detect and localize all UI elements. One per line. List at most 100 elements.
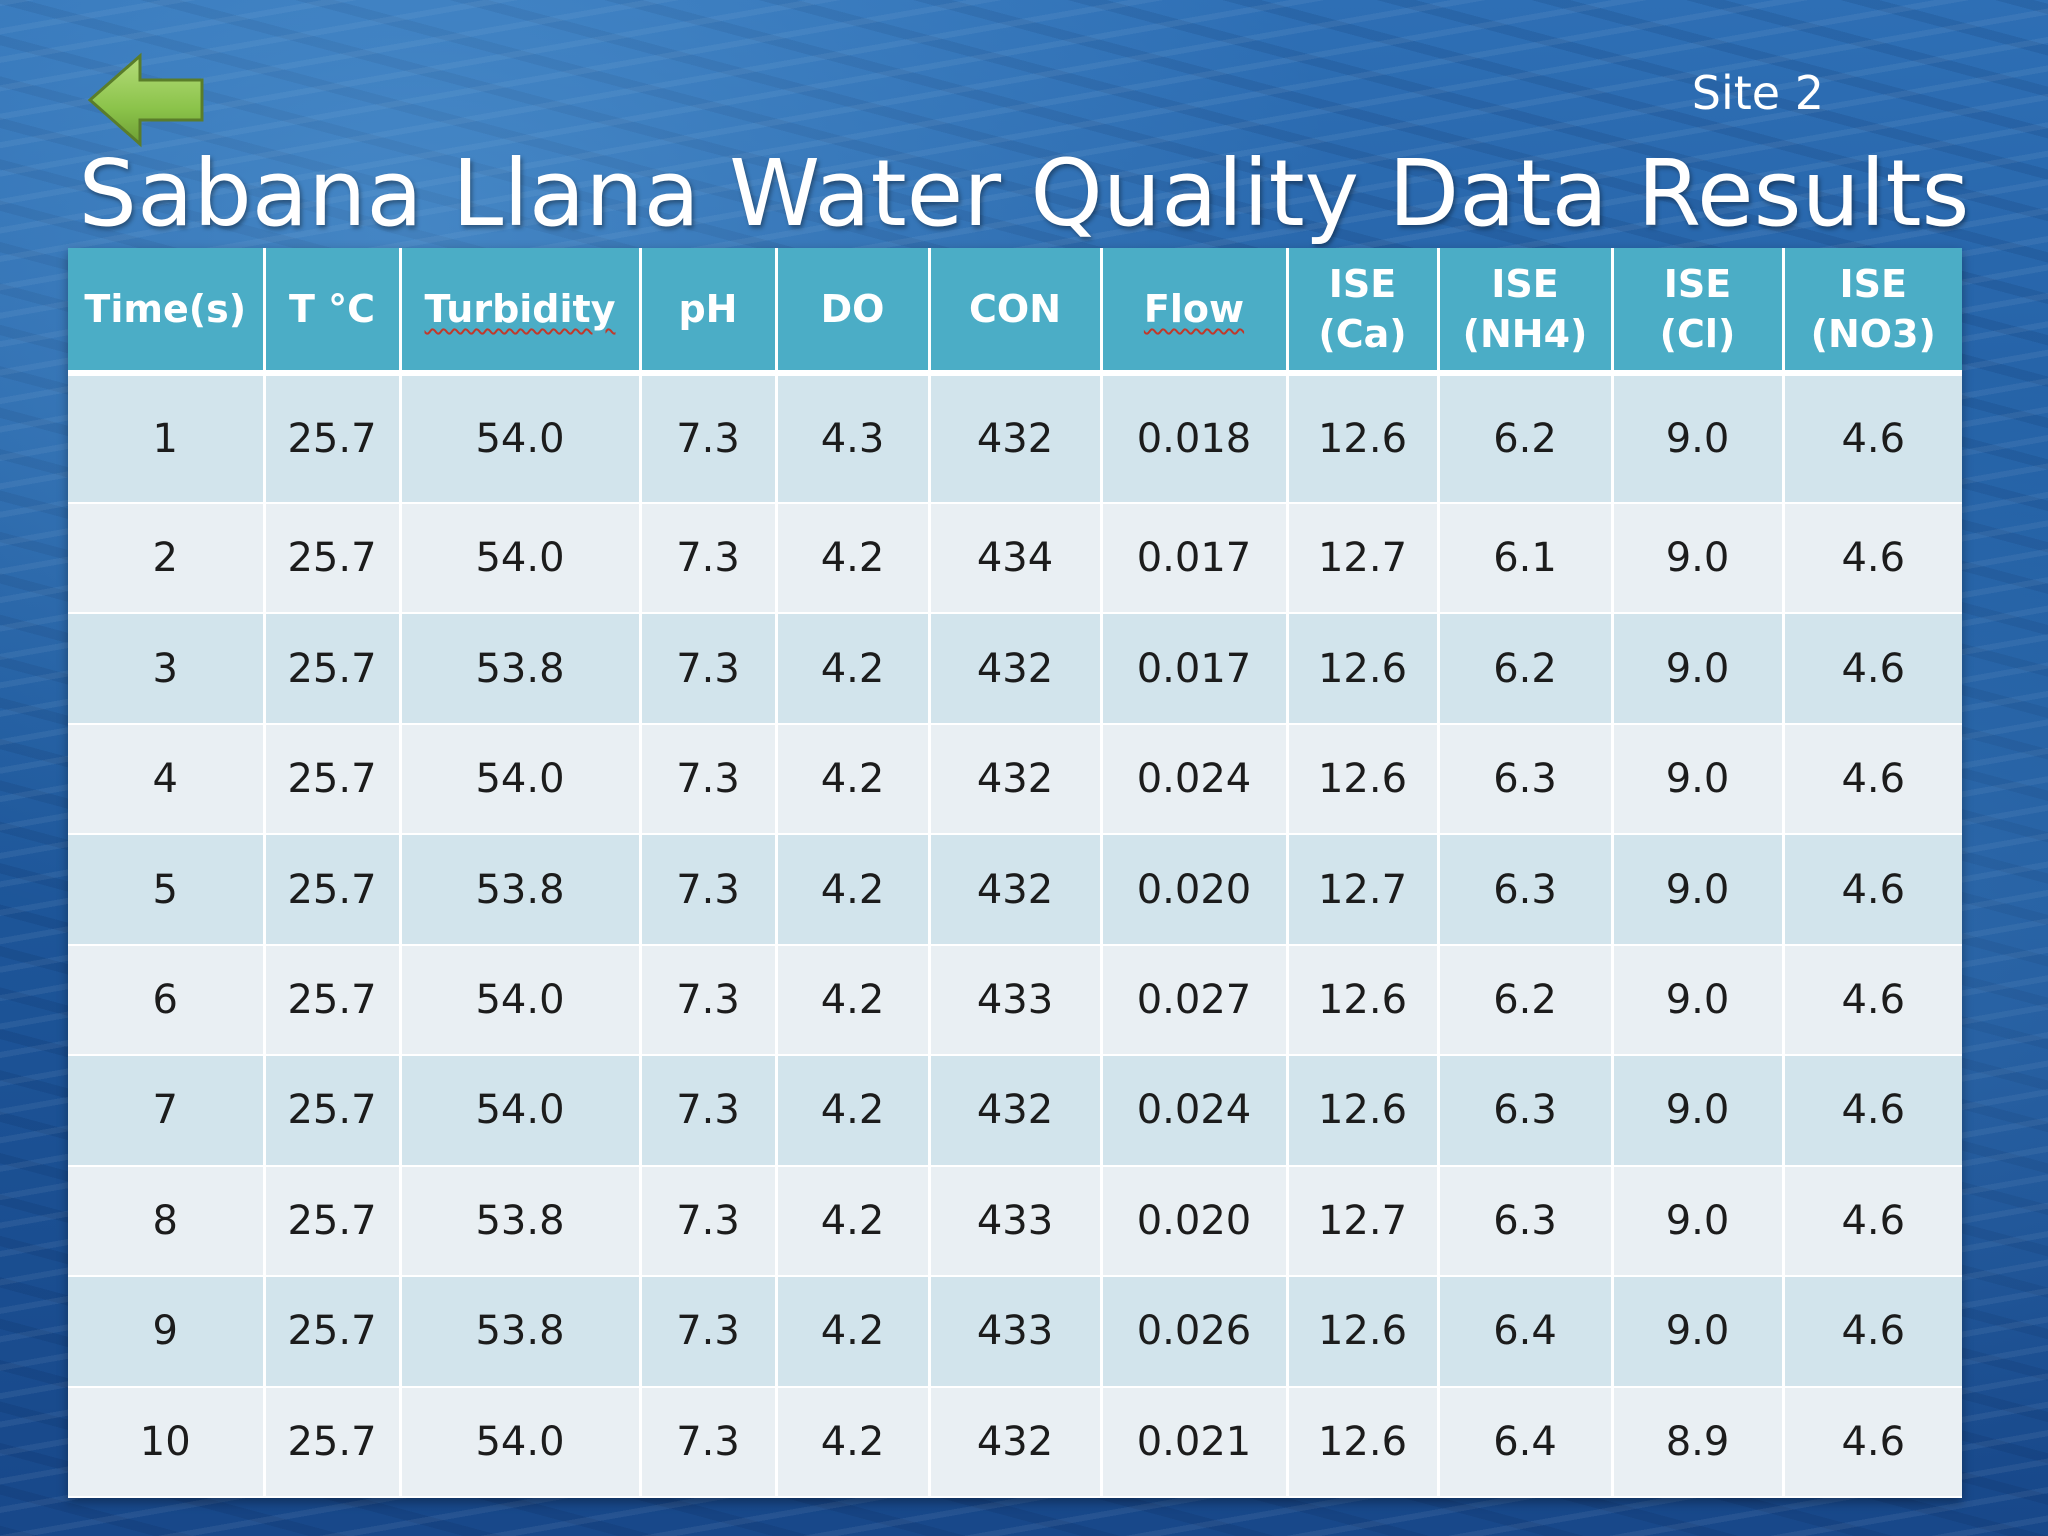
cell-time: 4 <box>68 723 266 836</box>
cell-temperature: 25.7 <box>264 1055 402 1167</box>
cell-ise-no3: 4.6 <box>1783 503 1962 615</box>
cell-ise-ca: 12.6 <box>1287 1055 1440 1167</box>
cell-ph: 7.3 <box>640 1165 778 1278</box>
cell-ph: 7.3 <box>640 944 778 1057</box>
cell-turbidity: 53.8 <box>400 1165 642 1278</box>
header-con-label: CON <box>969 287 1061 331</box>
header-ise-nh4: ISE (NH4) <box>1438 248 1614 376</box>
cell-ise-nh4: 6.4 <box>1438 1386 1614 1498</box>
cell-turbidity: 54.0 <box>400 1055 642 1167</box>
header-flow: Flow <box>1101 248 1289 376</box>
cell-temperature: 25.7 <box>264 613 402 725</box>
cell-time: 8 <box>68 1165 266 1278</box>
cell-con: 432 <box>929 613 1103 725</box>
table-row: 4 25.7 54.0 7.3 4.2 432 0.024 12.6 6.3 9.0 4.6 <box>68 723 1962 836</box>
table-row: 3 25.7 53.8 7.3 4.2 432 0.017 12.6 6.2 9.0 4.6 <box>68 613 1962 725</box>
header-temperature-label: T °C <box>288 287 376 331</box>
header-temperature: T °C <box>264 248 402 376</box>
header-ise-nh4-line2: (NH4) <box>1462 312 1588 356</box>
cell-flow: 0.024 <box>1101 1055 1289 1167</box>
cell-ise-no3: 4.6 <box>1783 834 1962 946</box>
cell-ise-cl: 9.0 <box>1612 834 1785 946</box>
cell-time: 6 <box>68 944 266 1057</box>
cell-ise-cl: 9.0 <box>1612 613 1785 725</box>
cell-temperature: 25.7 <box>264 834 402 946</box>
cell-do: 4.3 <box>776 373 931 504</box>
cell-turbidity: 53.8 <box>400 1276 642 1388</box>
cell-ise-nh4: 6.2 <box>1438 613 1614 725</box>
cell-flow: 0.017 <box>1101 503 1289 615</box>
cell-turbidity: 54.0 <box>400 373 642 504</box>
header-do: DO <box>776 248 931 376</box>
table-row: 8 25.7 53.8 7.3 4.2 433 0.020 12.7 6.3 9.0 4.6 <box>68 1165 1962 1278</box>
cell-flow: 0.024 <box>1101 723 1289 836</box>
cell-time: 1 <box>68 373 266 504</box>
cell-con: 433 <box>929 1276 1103 1388</box>
back-arrow-icon[interactable] <box>84 50 208 150</box>
cell-temperature: 25.7 <box>264 1276 402 1388</box>
table-body: 1 25.7 54.0 7.3 4.3 432 0.018 12.6 6.2 9.0 4.6 2 25.… <box>68 373 1962 1498</box>
header-ph: pH <box>640 248 778 376</box>
cell-ise-nh4: 6.3 <box>1438 834 1614 946</box>
cell-con: 432 <box>929 373 1103 504</box>
cell-ph: 7.3 <box>640 1386 778 1498</box>
header-turbidity: Turbidity <box>400 248 642 376</box>
header-con: CON <box>929 248 1103 376</box>
table-row: 6 25.7 54.0 7.3 4.2 433 0.027 12.6 6.2 9.0 4.6 <box>68 944 1962 1057</box>
table-row: 5 25.7 53.8 7.3 4.2 432 0.020 12.7 6.3 9.0 4.6 <box>68 834 1962 946</box>
cell-ise-ca: 12.6 <box>1287 1386 1440 1498</box>
table-row: 9 25.7 53.8 7.3 4.2 433 0.026 12.6 6.4 9.0 4.6 <box>68 1276 1962 1388</box>
site-label: Site 2 <box>1691 66 1824 120</box>
cell-turbidity: 54.0 <box>400 503 642 615</box>
cell-time: 7 <box>68 1055 266 1167</box>
cell-ise-ca: 12.6 <box>1287 723 1440 836</box>
cell-ise-no3: 4.6 <box>1783 1165 1962 1278</box>
header-time: Time(s) <box>68 248 266 376</box>
cell-do: 4.2 <box>776 723 931 836</box>
cell-ise-cl: 9.0 <box>1612 1276 1785 1388</box>
cell-do: 4.2 <box>776 1165 931 1278</box>
cell-con: 433 <box>929 1165 1103 1278</box>
cell-do: 4.2 <box>776 1276 931 1388</box>
cell-turbidity: 54.0 <box>400 723 642 836</box>
cell-con: 434 <box>929 503 1103 615</box>
cell-con: 432 <box>929 1055 1103 1167</box>
cell-ise-ca: 12.7 <box>1287 834 1440 946</box>
cell-ise-ca: 12.6 <box>1287 944 1440 1057</box>
cell-ise-cl: 9.0 <box>1612 1165 1785 1278</box>
cell-flow: 0.021 <box>1101 1386 1289 1498</box>
cell-temperature: 25.7 <box>264 723 402 836</box>
cell-ph: 7.3 <box>640 834 778 946</box>
cell-ise-no3: 4.6 <box>1783 1055 1962 1167</box>
header-flow-label: Flow <box>1143 287 1245 331</box>
cell-ise-no3: 4.6 <box>1783 944 1962 1057</box>
cell-time: 10 <box>68 1386 266 1498</box>
header-ise-ca: ISE (Ca) <box>1287 248 1440 376</box>
page-title: Sabana Llana Water Quality Data Results <box>78 140 1970 247</box>
cell-ph: 7.3 <box>640 723 778 836</box>
cell-ise-nh4: 6.4 <box>1438 1276 1614 1388</box>
cell-ph: 7.3 <box>640 503 778 615</box>
header-do-label: DO <box>820 287 885 331</box>
cell-ise-nh4: 6.1 <box>1438 503 1614 615</box>
cell-time: 2 <box>68 503 266 615</box>
data-table-container: Time(s) T °C Turbidity pH DO CON Flow IS… <box>68 248 1962 1498</box>
cell-turbidity: 54.0 <box>400 944 642 1057</box>
cell-ise-ca: 12.6 <box>1287 1276 1440 1388</box>
cell-ise-cl: 9.0 <box>1612 503 1785 615</box>
cell-time: 3 <box>68 613 266 725</box>
cell-temperature: 25.7 <box>264 944 402 1057</box>
cell-time: 9 <box>68 1276 266 1388</box>
cell-con: 432 <box>929 723 1103 836</box>
cell-ise-no3: 4.6 <box>1783 613 1962 725</box>
cell-ise-cl: 8.9 <box>1612 1386 1785 1498</box>
cell-ise-cl: 9.0 <box>1612 944 1785 1057</box>
cell-ise-nh4: 6.3 <box>1438 1055 1614 1167</box>
table-header-row: Time(s) T °C Turbidity pH DO CON Flow IS… <box>68 248 1962 376</box>
header-ise-nh4-line1: ISE <box>1491 262 1559 306</box>
header-ise-no3-line2: (NO3) <box>1810 312 1936 356</box>
cell-ise-no3: 4.6 <box>1783 373 1962 504</box>
header-ise-cl-line1: ISE <box>1663 262 1732 306</box>
table-row: 1 25.7 54.0 7.3 4.3 432 0.018 12.6 6.2 9.0 4.6 <box>68 373 1962 504</box>
cell-con: 432 <box>929 834 1103 946</box>
